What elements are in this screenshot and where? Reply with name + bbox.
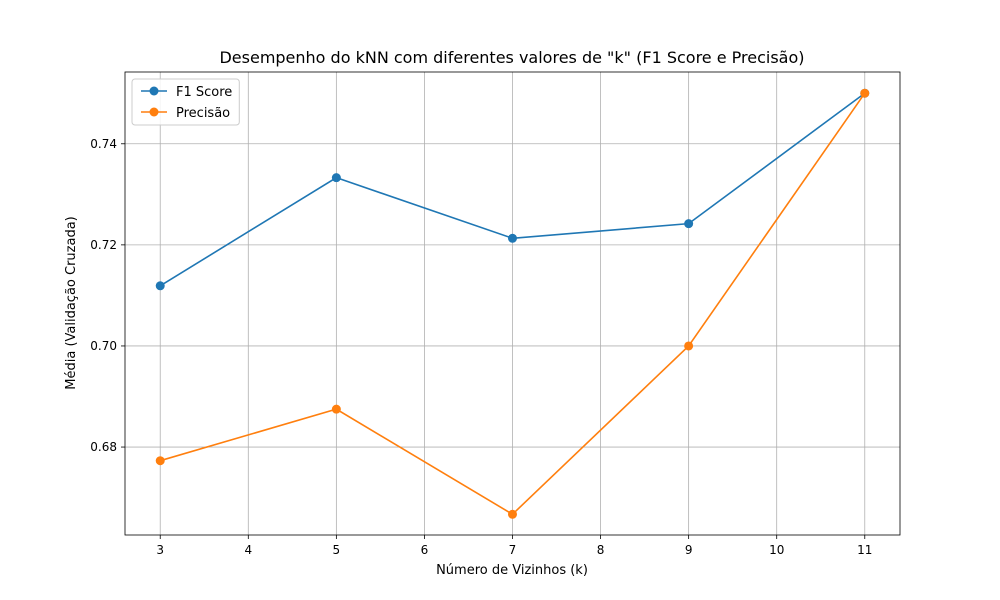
legend-marker [149, 86, 159, 96]
legend: F1 Score Precisão [131, 78, 240, 126]
x-tick-label: 7 [509, 543, 517, 557]
data-point [155, 456, 165, 466]
x-tick-label: 4 [244, 543, 252, 557]
x-axis-ticks: 3 4 5 6 7 8 9 10 11 [156, 535, 872, 557]
legend-label: Precisão [176, 106, 230, 121]
grid-lines [125, 72, 900, 535]
y-tick-label: 0.70 [90, 339, 117, 353]
data-point [508, 233, 517, 243]
x-axis-label: Número de Vizinhos (k) [436, 563, 588, 578]
x-tick-label: 9 [685, 543, 693, 557]
x-tick-label: 10 [769, 543, 784, 557]
y-axis-label: Média (Validação Cruzada) [64, 216, 79, 389]
x-tick-label: 11 [857, 543, 872, 557]
data-point [331, 173, 341, 183]
legend-marker [149, 107, 159, 117]
y-axis-ticks: 0.68 0.70 0.72 0.74 [90, 137, 125, 454]
x-tick-label: 5 [333, 543, 341, 557]
data-point [331, 404, 341, 414]
chart-title: Desempenho do kNN com diferentes valores… [219, 48, 804, 67]
x-tick-label: 8 [597, 543, 605, 557]
y-tick-label: 0.74 [90, 137, 117, 151]
data-point [860, 88, 870, 98]
y-tick-label: 0.72 [90, 238, 117, 252]
data-point [508, 509, 517, 519]
x-tick-label: 6 [421, 543, 429, 557]
y-tick-label: 0.68 [90, 440, 117, 454]
data-point [155, 281, 165, 291]
x-tick-label: 3 [156, 543, 164, 557]
data-point [684, 341, 694, 351]
data-point [684, 219, 694, 229]
plot-area [155, 88, 870, 519]
legend-label: F1 Score [176, 85, 232, 100]
